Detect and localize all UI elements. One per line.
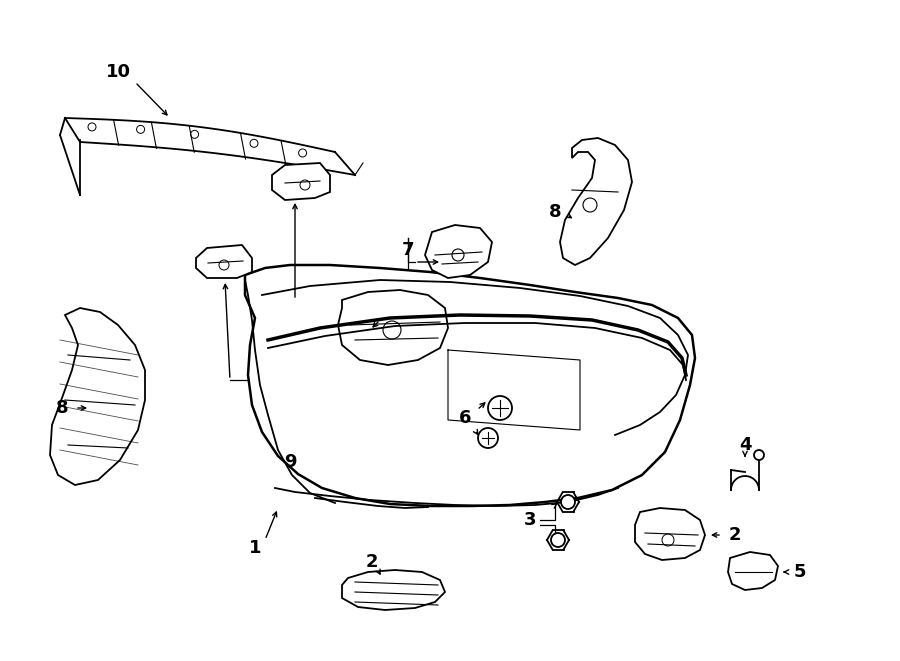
- Text: 4: 4: [739, 436, 752, 454]
- Text: 8: 8: [549, 203, 562, 221]
- Text: 10: 10: [105, 63, 130, 81]
- Text: 6: 6: [459, 409, 472, 427]
- Polygon shape: [728, 552, 778, 590]
- Text: 3: 3: [524, 511, 536, 529]
- Polygon shape: [342, 570, 445, 610]
- Polygon shape: [560, 138, 632, 265]
- Text: 8: 8: [56, 399, 68, 417]
- Circle shape: [561, 495, 575, 509]
- Text: 2: 2: [729, 526, 742, 544]
- Circle shape: [478, 428, 498, 448]
- Polygon shape: [50, 308, 145, 485]
- Text: 5: 5: [794, 563, 806, 581]
- Polygon shape: [272, 163, 330, 200]
- Text: 2: 2: [365, 553, 378, 571]
- Circle shape: [754, 450, 764, 460]
- Text: 9: 9: [284, 453, 296, 471]
- Circle shape: [551, 533, 565, 547]
- Polygon shape: [196, 245, 252, 278]
- Polygon shape: [338, 290, 448, 365]
- Polygon shape: [425, 225, 492, 278]
- Text: 7: 7: [401, 241, 414, 259]
- Polygon shape: [245, 265, 695, 506]
- Circle shape: [488, 396, 512, 420]
- Polygon shape: [635, 508, 705, 560]
- Text: 1: 1: [248, 539, 261, 557]
